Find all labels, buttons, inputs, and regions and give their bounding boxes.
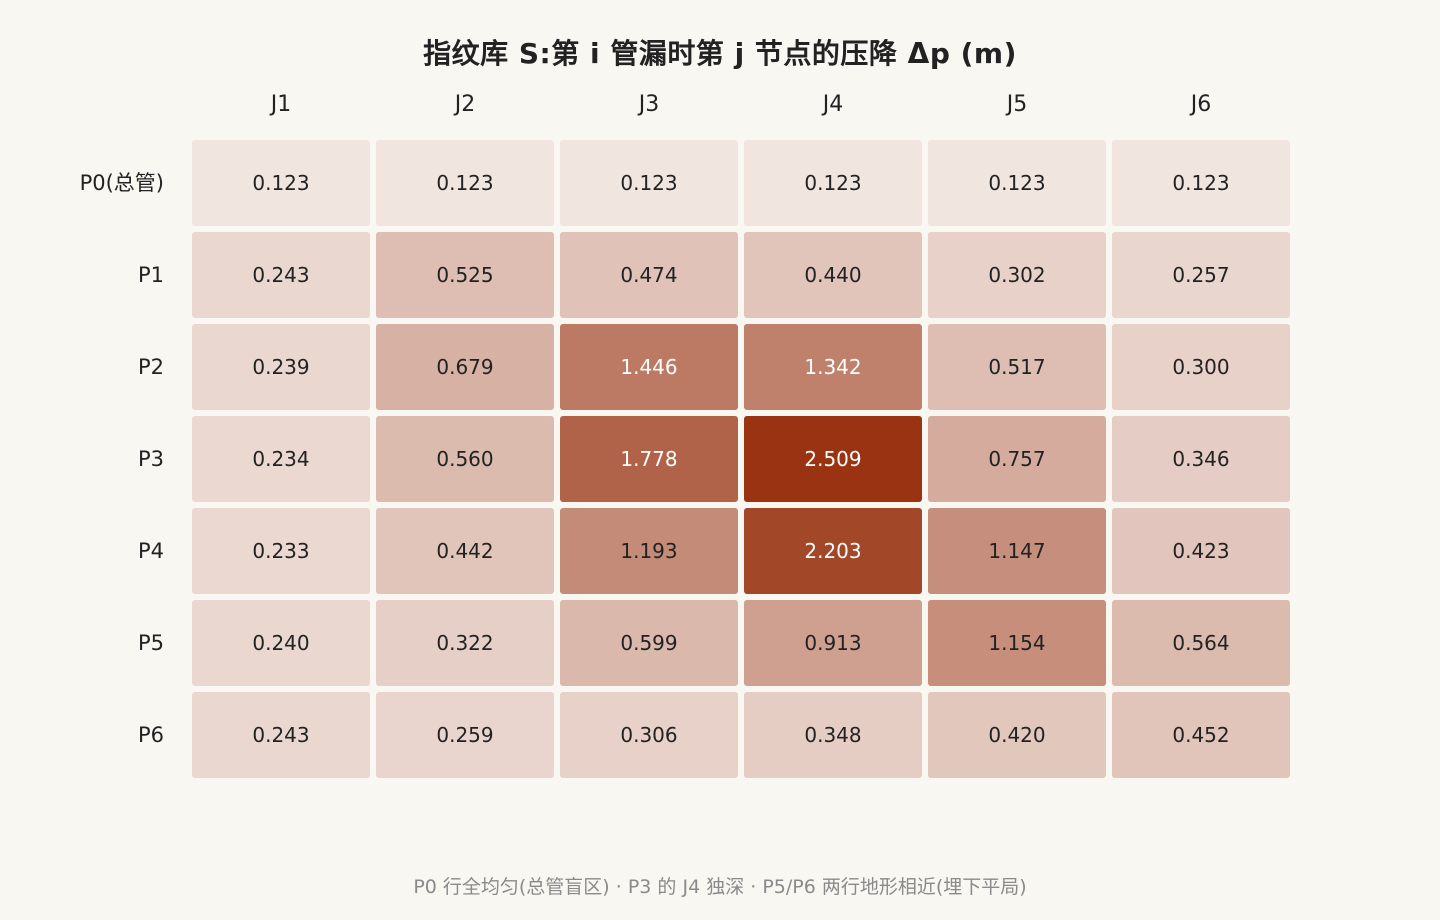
heatmap-cell: 2.509 — [744, 416, 922, 502]
heatmap-cell: 0.259 — [376, 692, 554, 778]
heatmap-cell: 0.123 — [928, 140, 1106, 226]
heatmap-cell: 1.342 — [744, 324, 922, 410]
row-header: P3 — [137, 447, 164, 471]
row-header: P2 — [137, 355, 164, 379]
heatmap-cell: 0.420 — [928, 692, 1106, 778]
heatmap-cell: 0.442 — [376, 508, 554, 594]
chart-title: 指纹库 S:第 i 管漏时第 j 节点的压降 Δp (m) — [423, 37, 1017, 70]
heatmap-cell: 0.679 — [376, 324, 554, 410]
heatmap-cell: 0.757 — [928, 416, 1106, 502]
row-header: P5 — [137, 631, 164, 655]
heatmap-cell: 0.913 — [744, 600, 922, 686]
heatmap-cell: 0.525 — [376, 232, 554, 318]
row-header: P1 — [137, 263, 164, 287]
column-header: J2 — [454, 92, 476, 117]
heatmap-cell: 0.123 — [192, 140, 370, 226]
heatmap-cell: 0.474 — [560, 232, 738, 318]
column-header: J4 — [822, 92, 844, 117]
heatmap-cell: 0.348 — [744, 692, 922, 778]
heatmap-cell: 2.203 — [744, 508, 922, 594]
heatmap-cell: 0.423 — [1112, 508, 1290, 594]
row-header: P6 — [137, 723, 164, 747]
heatmap-cell: 0.239 — [192, 324, 370, 410]
column-header: J3 — [638, 92, 660, 117]
heatmap-cell: 1.147 — [928, 508, 1106, 594]
heatmap-cell: 0.123 — [744, 140, 922, 226]
heatmap-cell: 0.564 — [1112, 600, 1290, 686]
heatmap-cell: 0.302 — [928, 232, 1106, 318]
heatmap-cell: 0.243 — [192, 692, 370, 778]
row-header: P0(总管) — [79, 171, 164, 195]
column-header: J5 — [1006, 92, 1028, 117]
heatmap-cell: 1.778 — [560, 416, 738, 502]
column-header: J1 — [270, 92, 292, 117]
heatmap-cell: 0.123 — [376, 140, 554, 226]
heatmap-cell: 0.233 — [192, 508, 370, 594]
heatmap-cell: 0.322 — [376, 600, 554, 686]
heatmap-cell: 0.123 — [560, 140, 738, 226]
heatmap-cell: 0.257 — [1112, 232, 1290, 318]
heatmap-cell: 0.517 — [928, 324, 1106, 410]
heatmap-cell: 1.154 — [928, 600, 1106, 686]
heatmap-cell: 0.306 — [560, 692, 738, 778]
heatmap-cell: 0.240 — [192, 600, 370, 686]
heatmap-cell: 0.243 — [192, 232, 370, 318]
column-header: J6 — [1190, 92, 1212, 117]
heatmap-cell: 0.234 — [192, 416, 370, 502]
heatmap-cell: 0.346 — [1112, 416, 1290, 502]
heatmap-cell: 0.560 — [376, 416, 554, 502]
heatmap-cell: 0.440 — [744, 232, 922, 318]
row-header: P4 — [137, 539, 164, 563]
heatmap-cell: 1.446 — [560, 324, 738, 410]
heatmap-cell: 0.300 — [1112, 324, 1290, 410]
heatmap-cell: 0.599 — [560, 600, 738, 686]
footnote: P0 行全均匀(总管盲区) · P3 的 J4 独深 · P5/P6 两行地形相… — [413, 876, 1027, 898]
heatmap-cell: 0.452 — [1112, 692, 1290, 778]
heatmap-cell: 0.123 — [1112, 140, 1290, 226]
heatmap-cell: 1.193 — [560, 508, 738, 594]
